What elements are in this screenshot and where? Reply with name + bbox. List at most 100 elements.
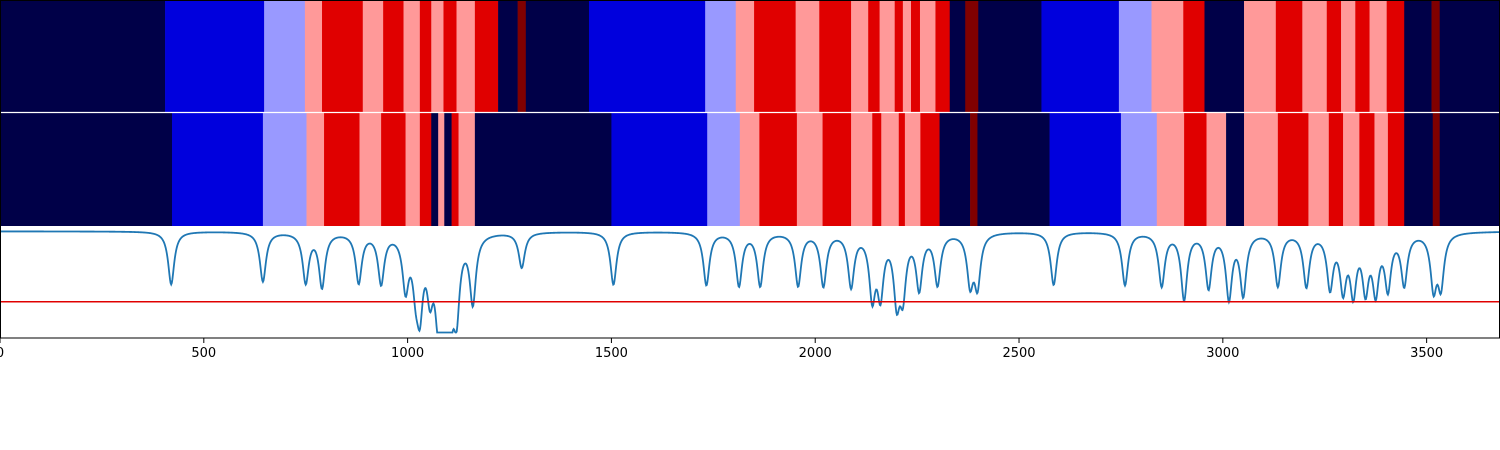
segment-dark_red [517, 0, 527, 112]
segment-red [419, 0, 432, 112]
segment-navy [978, 0, 1042, 112]
segment-pink [881, 113, 900, 226]
x-axis: 0 500 1000 1500 2000 2500 3000 3500 [0, 338, 1443, 361]
segment-light_blue [262, 113, 307, 226]
segment-red [868, 0, 880, 112]
segment-blue [1049, 113, 1122, 226]
segment-red [1326, 0, 1342, 112]
segment-red [383, 0, 404, 112]
segment-red [1386, 0, 1405, 112]
x-tick-label: 2000 [799, 346, 832, 361]
segment-red [1387, 113, 1405, 226]
segment-pink [1302, 0, 1328, 112]
segment-red [911, 0, 921, 112]
segment-red [920, 113, 940, 226]
segment-blue [588, 0, 706, 112]
segment-pink [1369, 0, 1387, 112]
segment-pink [458, 113, 476, 226]
segment-red [443, 0, 457, 112]
segment-pink [1374, 113, 1389, 226]
segment-dark_red [1432, 113, 1440, 226]
segment-red [1183, 0, 1205, 112]
segment-navy [1404, 113, 1434, 226]
x-tick-label: 3500 [1410, 346, 1443, 361]
segment-pink [1156, 113, 1185, 226]
segment-pink [1341, 0, 1356, 112]
x-tick-label: 2500 [1002, 346, 1035, 361]
segment-red [1328, 113, 1344, 226]
segment-red [1277, 113, 1309, 226]
segment-light_blue [1120, 113, 1158, 226]
segment-dark_red [1431, 0, 1440, 112]
x-tick-label: 1000 [391, 346, 424, 361]
segment-navy [1226, 113, 1245, 226]
x-tick-label: 0 [0, 346, 4, 361]
segment-red [322, 0, 364, 112]
segment-pink [739, 113, 760, 226]
segment-pink [1308, 113, 1330, 226]
segment-pink [306, 113, 325, 226]
segment-red [1184, 113, 1207, 226]
segment-light_blue [264, 0, 306, 112]
segment-red [754, 0, 796, 112]
segment-pink [851, 0, 869, 112]
segment-blue [165, 0, 265, 112]
segment-navy [444, 113, 452, 226]
segment-navy [474, 113, 612, 226]
segment-pink [904, 113, 921, 226]
segment-pink [879, 0, 896, 112]
novelty-curve-panel [0, 230, 1500, 334]
segment-pink [359, 113, 382, 226]
segment-navy [1439, 0, 1500, 112]
segment-pink [403, 0, 421, 112]
segment-red [381, 113, 406, 226]
novelty-curve-line [0, 230, 1500, 334]
segment-pink [919, 0, 936, 112]
segment-navy [0, 113, 173, 226]
segment-light_blue [1118, 0, 1152, 112]
x-tick-label: 3000 [1206, 346, 1239, 361]
segment-blue [1041, 0, 1120, 112]
segment-red [894, 0, 904, 112]
segment-pink [796, 113, 823, 226]
segment-pink [1343, 113, 1360, 226]
segment-navy [949, 0, 966, 112]
segment-red [872, 113, 882, 226]
segment-pink [1244, 113, 1279, 226]
segment-navy [1204, 0, 1245, 112]
segment-dark_red [970, 113, 978, 226]
segment-red [898, 113, 906, 226]
segment-dark_red [965, 0, 979, 112]
segment-row-2 [0, 113, 1500, 226]
segment-red [451, 113, 459, 226]
segment-pink [851, 113, 873, 226]
segment-navy [431, 113, 439, 226]
segment-pink [1151, 0, 1184, 112]
x-tick-label: 500 [191, 346, 216, 361]
segment-pink [902, 0, 912, 112]
segment-navy [1404, 0, 1432, 112]
segment-pink [456, 0, 476, 112]
segment-navy [939, 113, 971, 226]
segment-navy [525, 0, 590, 112]
segment-red [419, 113, 432, 226]
segment-red [935, 0, 951, 112]
segment-pink [431, 0, 444, 112]
segment-blue [172, 113, 264, 226]
segment-red [1355, 0, 1370, 112]
segment-red [324, 113, 360, 226]
segment-row-1 [0, 0, 1500, 112]
segment-pink [795, 0, 820, 112]
segment-light_blue [705, 0, 737, 112]
segment-pink [362, 0, 384, 112]
segment-red [1359, 113, 1375, 226]
segment-pink [438, 113, 445, 226]
segment-light_blue [707, 113, 741, 226]
segment-navy [0, 0, 166, 112]
segment-red [822, 113, 852, 226]
segment-pink [1206, 113, 1227, 226]
segment-navy [977, 113, 1050, 226]
segment-blue [611, 113, 708, 226]
segment-red [759, 113, 798, 226]
